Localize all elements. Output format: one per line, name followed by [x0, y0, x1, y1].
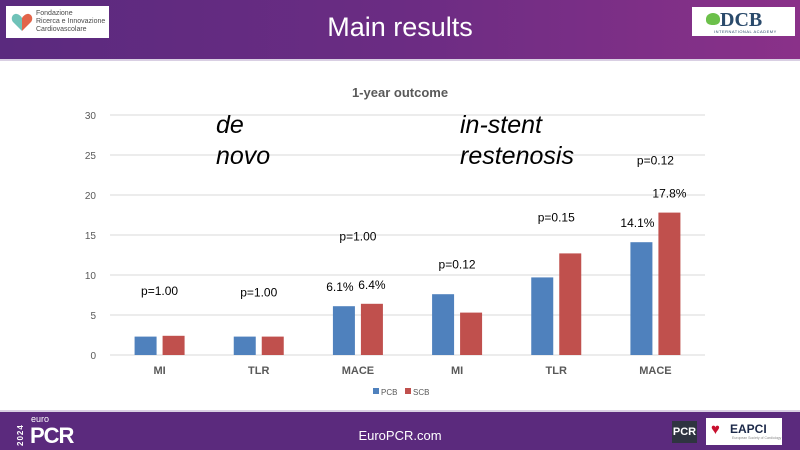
bar-pcb [432, 294, 455, 355]
eapci-label: EAPCI [730, 422, 767, 436]
slide-title: Main results [327, 12, 473, 42]
legend-swatch-pcb [373, 388, 379, 394]
p-value-label: p=0.12 [637, 154, 674, 168]
data-value-label: 6.4% [358, 278, 386, 292]
bar-scb [261, 336, 284, 355]
y-tick-label: 5 [90, 311, 96, 322]
x-category-label: MACE [342, 365, 374, 377]
group-label: novo [216, 142, 270, 170]
eapci-subtext: European Society of Cardiology [732, 436, 782, 440]
bar-scb [162, 335, 185, 355]
bars [134, 212, 681, 355]
x-category-label: TLR [546, 365, 567, 377]
group-label: in-stent [460, 111, 543, 139]
group-labels: de novo in-stent restenosis [216, 111, 574, 170]
bar-pcb [630, 242, 653, 355]
x-category-label: MI [153, 365, 165, 377]
y-axis-ticks: 0 5 10 15 20 25 30 [85, 111, 97, 362]
dcb-academy-logo: DCB INTERNATIONAL ACADEMY [692, 7, 795, 36]
slide-footer [0, 412, 800, 450]
group-label: restenosis [460, 142, 574, 170]
bar-pcb [531, 277, 554, 355]
heart-icon: ♥ [711, 421, 720, 438]
bar-scb [360, 303, 383, 355]
data-value-label: 6.1% [326, 280, 354, 294]
dcb-logo-text: DCB [720, 9, 763, 31]
p-value-label: p=1.00 [339, 230, 376, 244]
y-tick-label: 0 [90, 351, 96, 362]
bar-pcb [233, 336, 256, 355]
europcr-prefix: euro [31, 414, 50, 424]
x-axis-categories: MI TLR MACE MI TLR MACE [153, 365, 671, 377]
logo-text-line: Ricerca e Innovazione [36, 18, 106, 25]
y-tick-label: 25 [85, 151, 97, 162]
leaf-icon [706, 13, 720, 25]
fondazione-logo: Fondazione Ricerca e Innovazione Cardiov… [6, 6, 109, 38]
data-value-label: 17.8% [652, 187, 686, 201]
header-divider [0, 59, 800, 61]
p-value-label: p=1.00 [141, 284, 178, 298]
pcr-badge: PCR [672, 421, 697, 443]
fondazione-logo-text: Fondazione Ricerca e Innovazione Cardiov… [36, 10, 105, 34]
slide-header [0, 0, 800, 59]
y-tick-label: 20 [85, 191, 97, 202]
x-category-label: MI [451, 365, 463, 377]
legend-label: PCB [381, 388, 397, 397]
p-value-label: p=0.15 [538, 210, 575, 224]
logo-text-line: Cardiovascolare [36, 26, 87, 33]
footer-url[interactable]: EuroPCR.com [358, 428, 442, 443]
annotations: p=1.00 p=1.00 p=1.00 p=0.12 p=0.15 p=0.12 6.1%… [141, 154, 687, 300]
bar-pcb [134, 336, 157, 355]
x-category-label: MACE [639, 365, 671, 377]
legend: PCB SCB [373, 388, 429, 397]
gridlines [110, 114, 705, 356]
legend-swatch-scb [405, 388, 411, 394]
data-value-label: 14.1% [620, 216, 654, 230]
legend-label: SCB [413, 388, 429, 397]
p-value-label: p=0.12 [439, 258, 476, 272]
footer-divider [0, 410, 800, 412]
y-tick-label: 30 [85, 111, 97, 122]
eapci-logo: ♥ EAPCI European Society of Cardiology [706, 418, 782, 445]
bar-scb [658, 212, 681, 355]
y-tick-label: 10 [85, 271, 97, 282]
bar-pcb [332, 306, 355, 355]
logo-text-line: Fondazione [36, 10, 73, 17]
p-value-label: p=1.00 [240, 286, 277, 300]
heart-logo-icon [11, 13, 33, 31]
dcb-logo-subtext: INTERNATIONAL ACADEMY [714, 29, 777, 34]
europcr-name: PCR [30, 423, 74, 448]
bar-scb [559, 253, 582, 355]
chart-title: 1-year outcome [352, 85, 448, 100]
group-label: de [216, 111, 244, 139]
bar-scb [460, 312, 483, 355]
y-tick-label: 15 [85, 231, 97, 242]
x-category-label: TLR [248, 365, 269, 377]
